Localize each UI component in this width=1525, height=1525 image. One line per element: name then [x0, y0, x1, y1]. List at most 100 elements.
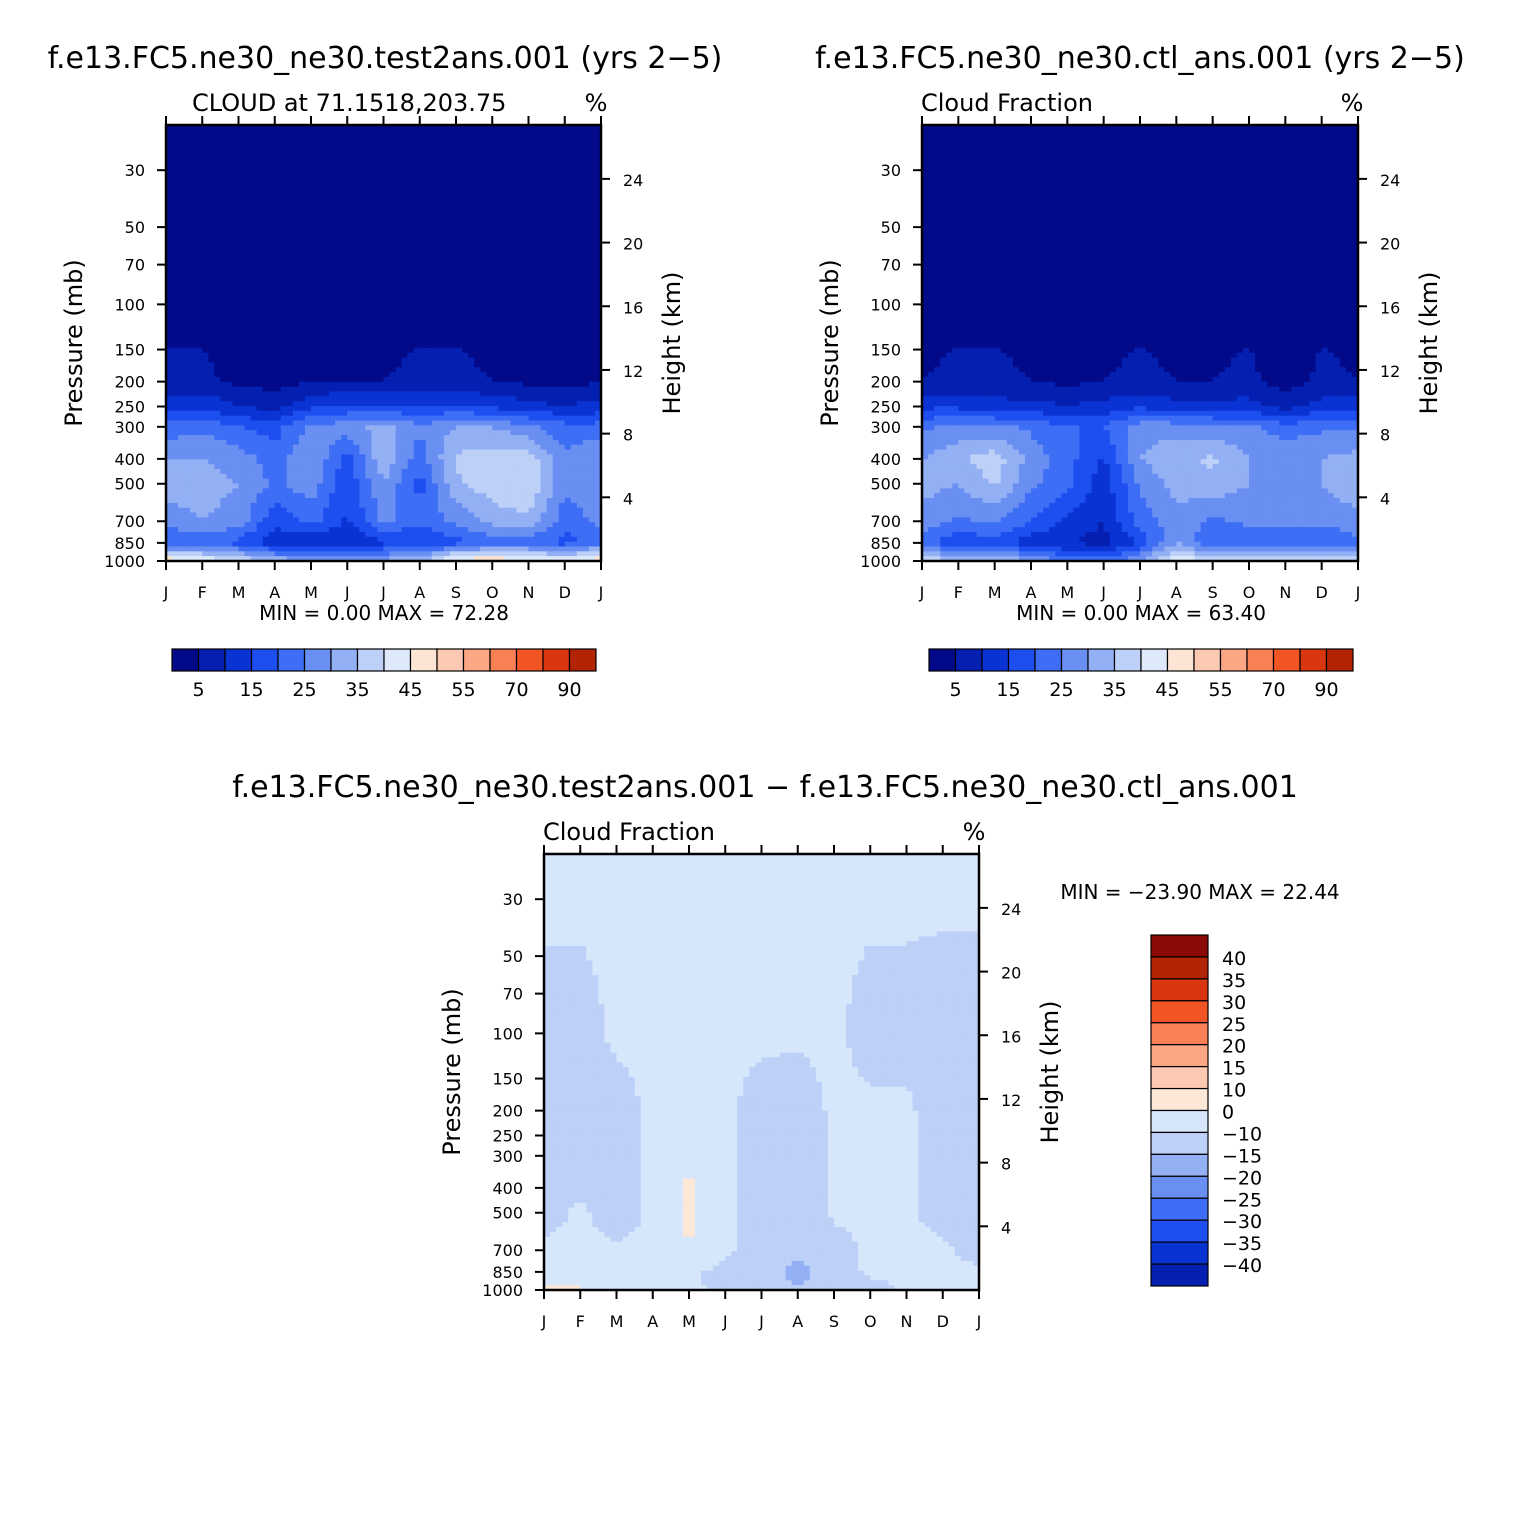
contour-cell [196, 144, 203, 150]
contour-cell [323, 410, 330, 417]
contour-cell [546, 299, 554, 305]
contour-cell [377, 357, 385, 363]
contour-cell [335, 415, 342, 422]
contour-cell [341, 270, 348, 276]
contour-cell [214, 158, 221, 165]
contour-cell [172, 386, 179, 393]
contour-cell [480, 231, 487, 238]
contour-cell [516, 449, 524, 456]
contour-cell [196, 255, 203, 262]
contour-cell [431, 386, 439, 393]
contour-cell [184, 125, 191, 131]
contour-cell [570, 333, 578, 339]
contour-cell [522, 372, 530, 378]
contour-cell [576, 197, 584, 204]
contour-cell [492, 255, 499, 262]
contour-cell [244, 444, 252, 451]
contour-cell [570, 265, 578, 271]
contour-cell [431, 328, 439, 334]
contour-cell [564, 454, 572, 460]
contour-cell [329, 250, 336, 257]
contour-cell [468, 284, 475, 291]
contour-cell [510, 236, 518, 242]
contour-cell [534, 435, 542, 441]
contour-cell [250, 158, 258, 165]
contour-cell [594, 425, 602, 431]
contour-cell [190, 280, 197, 286]
contour-cell [298, 144, 306, 150]
contour-cell [286, 347, 294, 354]
contour-cell [468, 207, 475, 213]
contour-cell [546, 202, 554, 208]
contour-cell [407, 275, 415, 281]
contour-cell [353, 241, 360, 247]
contour-cell [208, 187, 215, 194]
contour-cell [419, 357, 427, 363]
contour-cell [552, 217, 560, 223]
contour-cell [383, 197, 391, 204]
contour-cell [202, 333, 209, 339]
contour-cell [522, 328, 530, 334]
contour-cell [341, 386, 348, 393]
contour-cell [570, 357, 578, 363]
contour-cell [492, 158, 499, 165]
contour-cell [437, 207, 445, 213]
contour-cell [558, 260, 566, 267]
contour-cell [492, 178, 499, 184]
contour-cell [570, 134, 578, 141]
contour-cell [238, 284, 246, 291]
contour-cell [401, 217, 409, 223]
contour-cell [582, 246, 590, 252]
contour-cell [365, 178, 373, 184]
contour-cell [220, 280, 228, 286]
contour-cell [172, 255, 179, 262]
contour-cell [250, 275, 258, 281]
contour-cell [582, 168, 590, 175]
contour-cell [389, 187, 397, 194]
contour-cell [389, 435, 397, 441]
contour-cell [262, 221, 270, 228]
contour-cell [419, 367, 427, 373]
contour-cell [232, 192, 240, 199]
contour-cell [274, 391, 282, 397]
contour-cell [347, 144, 354, 150]
contour-cell [323, 391, 330, 397]
contour-cell [353, 386, 360, 393]
contour-cell [407, 236, 415, 242]
contour-cell [570, 139, 578, 145]
contour-cell [317, 197, 324, 204]
contour-cell [359, 197, 366, 204]
contour-cell [292, 197, 300, 204]
contour-cell [220, 129, 228, 136]
contour-cell [311, 226, 318, 233]
contour-cell [268, 444, 276, 451]
contour-cell [407, 328, 415, 334]
contour-cell [462, 309, 469, 315]
contour-cell [178, 125, 185, 131]
contour-cell [214, 168, 221, 175]
contour-cell [250, 255, 258, 262]
contour-cell [335, 260, 342, 267]
contour-cell [413, 255, 421, 262]
contour-cell [522, 454, 530, 460]
contour-cell [329, 357, 336, 363]
contour-cell [232, 415, 240, 422]
contour-cell [522, 318, 530, 325]
contour-cell [335, 352, 342, 359]
contour-cell [166, 154, 173, 160]
contour-cell [353, 154, 360, 160]
contour-cell [498, 415, 505, 422]
contour-cell [232, 284, 240, 291]
contour-cell [383, 391, 391, 397]
contour-cell [377, 299, 385, 305]
contour-cell [588, 444, 596, 451]
contour-cell [383, 444, 391, 451]
contour-cell [335, 333, 342, 339]
contour-cell [383, 255, 391, 262]
contour-cell [365, 217, 373, 223]
contour-cell [462, 260, 469, 267]
contour-cell [425, 367, 433, 373]
contour-cell [383, 284, 391, 291]
contour-cell [576, 318, 584, 325]
contour-cell [196, 415, 203, 422]
